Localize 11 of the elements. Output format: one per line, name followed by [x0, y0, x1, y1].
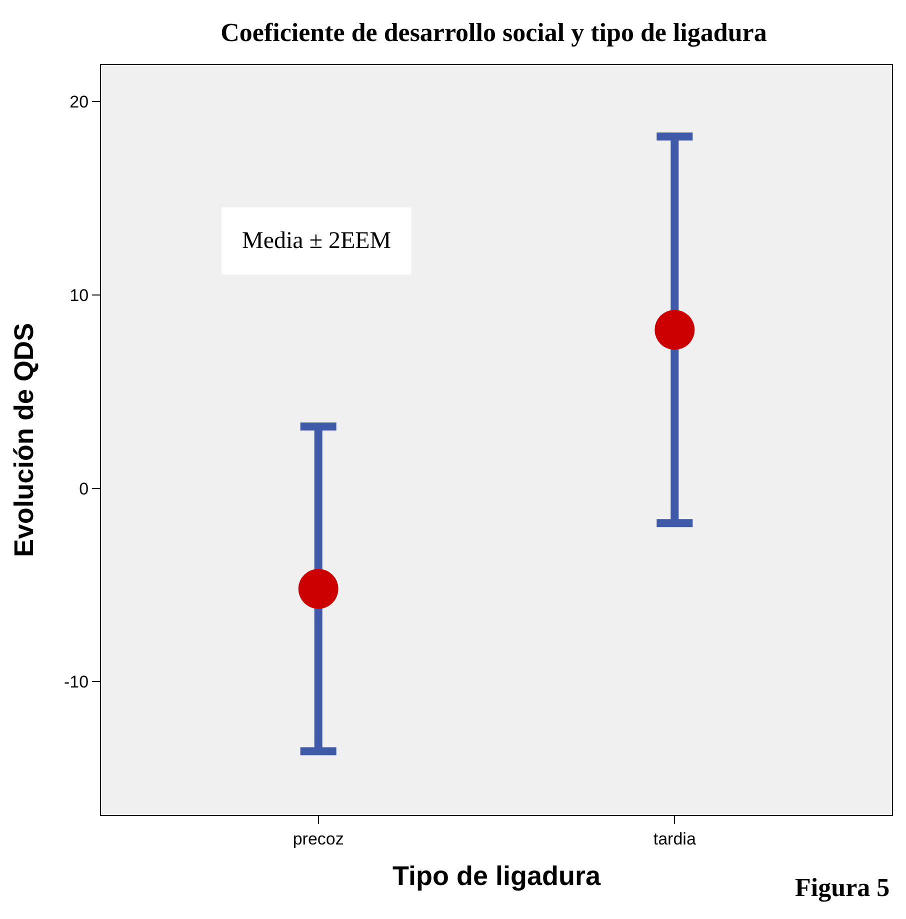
text: Figura 5 [795, 873, 890, 902]
y-tick-label: -10 [64, 672, 89, 692]
y-axis-title: Evolución de QDS [9, 322, 40, 558]
x-axis-title: Tipo de ligadura [392, 860, 602, 891]
y-tick-label: 20 [70, 92, 89, 112]
annotation: Media ± 2EEM [242, 228, 392, 254]
y-tick-label: 0 [79, 479, 89, 498]
y-tick-label: 10 [70, 286, 89, 305]
x-tick-label: tardia [653, 829, 696, 848]
x-tick-label: precoz [292, 829, 344, 848]
chart-title: Coeficiente de desarrollo social y tipo de ligadura [220, 18, 767, 48]
